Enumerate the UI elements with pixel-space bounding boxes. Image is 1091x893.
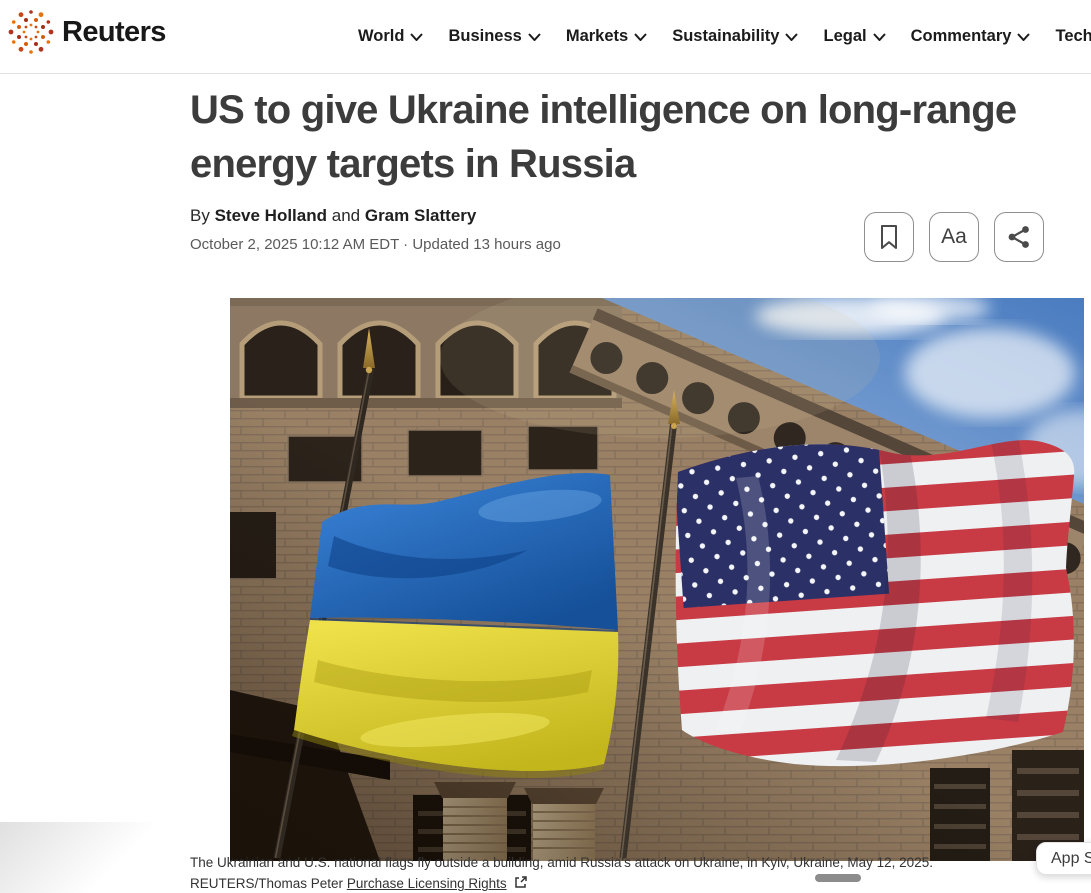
ukraine-flag [292,473,619,778]
nav-item-technology[interactable]: Technology [1055,27,1091,46]
nav-label: Legal [823,27,867,45]
caption-text: The Ukrainian and U.S. national flags fl… [190,855,933,891]
page-corner-shadow [0,822,188,893]
byline-prefix: By [190,206,210,225]
byline-conjunction: and [331,206,361,225]
purchase-licensing-rights-link[interactable]: Purchase Licensing Rights [346,876,507,891]
nav-label: Technology [1055,27,1091,45]
nav-label: Markets [565,27,629,45]
nav-item-markets[interactable]: Markets [566,27,647,46]
nav-label: World [358,27,405,45]
nav-item-sustainability[interactable]: Sustainability [672,27,799,46]
reuters-logo[interactable]: Reuters [8,9,166,55]
flags-photo-illustration [230,298,1084,861]
chevron-down-icon [410,32,424,41]
image-caption: The Ukrainian and U.S. national flags fl… [190,852,1044,893]
chevron-down-icon [1017,32,1031,41]
article-main: US to give Ukraine intelligence on long-… [190,73,1084,893]
horizontal-scrollbar-thumb[interactable] [815,874,861,882]
reuters-orb-icon [8,10,54,54]
us-flag [675,440,1075,767]
us-flagpole [619,390,680,859]
article-headline: US to give Ukraine intelligence on long-… [190,88,1017,186]
chevron-down-icon [528,32,541,41]
site-header: Reuters World Business Markets Sustainab… [0,0,1091,74]
nav-item-world[interactable]: World [358,27,424,46]
article-dateline: October 2, 2025 10:12 AM EDT · Updated 1… [190,236,561,253]
chevron-down-icon [785,32,799,41]
author-link-2[interactable]: Gram Slattery [364,206,477,225]
article-byline: By Steve Holland and Gram Slattery [190,206,1044,226]
chevron-down-icon [634,32,647,41]
logo-wordmark: Reuters [62,15,166,48]
author-link-1[interactable]: Steve Holland [214,206,327,225]
article-image [230,298,1084,861]
main-nav: World Business Markets Sustainability Le… [358,0,1091,73]
bookmark-button[interactable] [864,212,914,262]
share-button[interactable] [994,212,1044,262]
app-store-badge[interactable]: App S [1036,842,1091,875]
nav-label: Sustainability [672,27,780,45]
bookmark-icon [881,225,897,249]
nav-item-commentary[interactable]: Commentary [911,27,1031,46]
text-size-button[interactable]: Aa [929,212,979,262]
share-icon [1008,226,1029,248]
app-store-badge-label: App S [1051,849,1091,867]
nav-item-business[interactable]: Business [448,27,541,46]
article-toolbar: Aa [864,212,1044,262]
text-size-label: Aa [941,225,967,248]
chevron-down-icon [872,32,886,41]
nav-label: Business [448,27,522,45]
external-link-icon [515,876,528,888]
nav-item-legal[interactable]: Legal [823,27,886,46]
nav-label: Commentary [910,27,1012,45]
